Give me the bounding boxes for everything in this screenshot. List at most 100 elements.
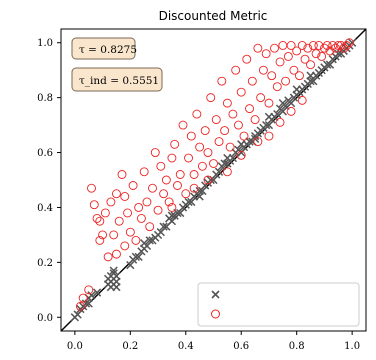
data-point-circle bbox=[295, 71, 304, 81]
data-point-x bbox=[237, 140, 246, 149]
y-tick-label: 1.0 bbox=[37, 38, 53, 49]
data-point-circle bbox=[134, 203, 144, 212]
data-point-circle bbox=[344, 38, 354, 48]
data-point-circle bbox=[186, 131, 196, 141]
data-point-circle bbox=[164, 197, 174, 207]
data-point-x bbox=[264, 112, 274, 121]
data-point-circle bbox=[275, 117, 285, 127]
data-point-circle bbox=[120, 192, 130, 201]
data-point-x-stroke bbox=[264, 120, 274, 130]
data-point-x-stroke bbox=[92, 288, 102, 297]
data-point-circle bbox=[125, 227, 135, 237]
data-point-circle bbox=[120, 241, 130, 251]
data-point-circle bbox=[225, 142, 235, 152]
y-tick-label: 0.8 bbox=[37, 93, 53, 104]
data-point-x-stroke bbox=[220, 159, 229, 168]
data-point-circle bbox=[311, 49, 321, 59]
data-point-x-stroke bbox=[176, 208, 185, 218]
plot-frame bbox=[60, 28, 367, 332]
data-point-circle bbox=[192, 109, 202, 119]
data-point-circle bbox=[209, 159, 218, 168]
data-point-circle bbox=[336, 41, 346, 50]
data-point-circle bbox=[222, 167, 232, 177]
data-point-circle bbox=[281, 76, 291, 86]
data-point-x-stroke bbox=[145, 236, 154, 245]
data-point-circle bbox=[308, 41, 318, 50]
data-point-circle bbox=[283, 52, 293, 61]
data-point-circle bbox=[203, 148, 213, 157]
data-point-x-stroke bbox=[278, 107, 287, 116]
data-point-circle bbox=[239, 131, 249, 141]
y-tick-label: 0.4 bbox=[37, 203, 53, 214]
data-point-circle bbox=[253, 43, 263, 53]
data-point-circle bbox=[306, 60, 315, 70]
data-point-circle bbox=[231, 65, 241, 75]
data-point-circle bbox=[123, 208, 132, 218]
data-point-circle bbox=[211, 115, 221, 125]
data-point-circle bbox=[270, 43, 279, 53]
data-point-x bbox=[126, 260, 135, 270]
legend-marker-x bbox=[211, 290, 220, 299]
data-point-x bbox=[214, 167, 224, 176]
x-axis: 0.0 0.2 0.4 0.6 0.8 1.0 bbox=[67, 331, 360, 352]
data-point-x-stroke bbox=[325, 60, 335, 69]
data-point-circle bbox=[303, 43, 313, 53]
data-point-circle bbox=[222, 98, 232, 108]
data-point-circle bbox=[339, 43, 349, 53]
data-point-circle bbox=[184, 153, 193, 163]
data-point-circle bbox=[128, 181, 138, 190]
data-point-circle bbox=[112, 249, 121, 259]
data-point-circle bbox=[189, 183, 199, 193]
data-point-circle bbox=[78, 293, 88, 303]
data-point-circle bbox=[95, 216, 105, 226]
data-point-x bbox=[140, 239, 149, 248]
data-point-x bbox=[309, 77, 318, 86]
data-point-circle bbox=[217, 76, 227, 86]
data-point-x-stroke bbox=[292, 85, 301, 94]
data-point-circle bbox=[319, 43, 329, 53]
data-point-x bbox=[264, 120, 274, 130]
data-point-x-stroke bbox=[159, 222, 168, 231]
data-point-x-stroke bbox=[237, 140, 246, 149]
data-point-x-stroke bbox=[306, 71, 315, 80]
data-point-circle bbox=[253, 137, 263, 147]
data-point-circle bbox=[142, 197, 152, 207]
data-point-circle bbox=[103, 252, 113, 262]
data-point-x-stroke bbox=[237, 148, 246, 157]
data-point-circle bbox=[289, 65, 299, 75]
chart-title: Discounted Metric bbox=[159, 9, 268, 23]
data-point-circle bbox=[87, 183, 96, 193]
data-point-circle bbox=[286, 41, 296, 50]
x-tick-label: 0.2 bbox=[122, 341, 138, 352]
data-point-x-stroke bbox=[112, 282, 121, 292]
data-point-circle bbox=[75, 301, 85, 311]
data-point-circle bbox=[148, 183, 157, 193]
data-point-circle bbox=[261, 49, 271, 59]
data-point-x bbox=[112, 271, 121, 281]
data-point-circle bbox=[159, 189, 169, 199]
data-point-circle bbox=[145, 222, 155, 232]
data-point-circle bbox=[167, 153, 177, 163]
data-point-x bbox=[112, 282, 121, 292]
data-point-circle bbox=[234, 120, 243, 130]
legend-marker-circle bbox=[211, 309, 220, 319]
data-point-x-stroke bbox=[112, 271, 121, 281]
data-point-circle bbox=[95, 235, 105, 245]
data-point-x bbox=[109, 266, 118, 275]
data-point-x-stroke bbox=[140, 239, 149, 248]
data-point-circle bbox=[106, 197, 116, 207]
data-point-x-stroke bbox=[73, 310, 82, 319]
data-point-circle bbox=[150, 148, 160, 157]
y-axis: 0.0 0.2 0.4 0.6 0.8 1.0 bbox=[37, 38, 61, 324]
x-tick-label: 0.0 bbox=[67, 341, 83, 352]
data-point-x-stroke bbox=[273, 109, 282, 119]
data-point-circle bbox=[242, 54, 252, 64]
data-point-circle bbox=[200, 126, 210, 136]
data-point-x-stroke bbox=[195, 192, 204, 201]
x-tick-label: 0.8 bbox=[289, 341, 305, 352]
data-point-x bbox=[273, 109, 282, 119]
y-tick-label: 0.0 bbox=[37, 313, 53, 324]
data-point-x bbox=[167, 211, 177, 220]
data-point-circle bbox=[236, 87, 246, 97]
data-point-circle bbox=[247, 76, 257, 86]
